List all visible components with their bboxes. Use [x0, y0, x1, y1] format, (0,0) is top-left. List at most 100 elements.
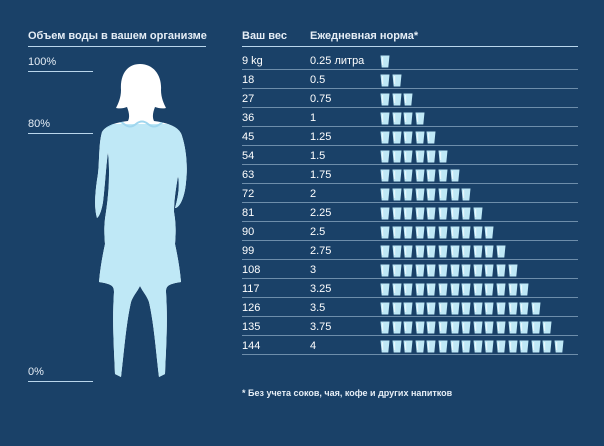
water-glass-icon	[403, 321, 413, 334]
water-glass-icon	[380, 302, 390, 315]
table-row: 45 1.25	[242, 128, 578, 146]
norm-value: 3.75	[310, 321, 332, 333]
weight-column-header: Ваш вес	[242, 30, 287, 42]
table-row: 18 0.5	[242, 71, 578, 89]
level-100-label: 100%	[28, 56, 57, 68]
water-glass-icon	[450, 169, 460, 182]
water-glass-icon	[415, 150, 425, 163]
water-glass-icon	[415, 264, 425, 277]
water-glass-icon	[403, 264, 413, 277]
water-glass-icon	[403, 340, 413, 353]
water-glass-icon	[380, 131, 390, 144]
water-glass-icon	[403, 112, 413, 125]
water-glass-icon	[473, 226, 483, 239]
weight-value: 54	[242, 150, 255, 162]
water-glass-icon	[531, 321, 541, 334]
water-glass-icon	[450, 207, 460, 220]
water-glass-icon	[392, 340, 402, 353]
water-glass-icon	[426, 207, 436, 220]
water-glass-icon	[508, 321, 518, 334]
water-glass-icon	[508, 264, 518, 277]
water-glass-icon	[438, 321, 448, 334]
water-glass-icon	[426, 302, 436, 315]
weight-value: 108	[242, 264, 261, 276]
water-glass-icon	[415, 321, 425, 334]
table-row: 135 3.75	[242, 318, 578, 336]
weight-value: 144	[242, 340, 261, 352]
table-row: 54 1.5	[242, 147, 578, 165]
water-glass-icon	[461, 188, 471, 201]
water-glass-icon	[519, 321, 529, 334]
level-80-line	[28, 133, 93, 134]
water-glass-icon	[403, 169, 413, 182]
water-glass-icon	[392, 207, 402, 220]
water-glass-icon	[380, 55, 390, 68]
level-100-line	[28, 71, 93, 72]
water-glass-icon	[461, 207, 471, 220]
water-glass-icon	[438, 188, 448, 201]
norm-value: 3	[310, 264, 317, 276]
water-glass-icon	[450, 245, 460, 258]
water-glass-icon	[450, 226, 460, 239]
water-glass-icon	[438, 283, 448, 296]
water-glass-icon	[531, 302, 541, 315]
water-glass-icon	[392, 245, 402, 258]
water-glass-icon	[426, 283, 436, 296]
water-glass-icon	[392, 188, 402, 201]
water-glass-icon	[392, 264, 402, 277]
water-glass-icon	[380, 74, 390, 87]
norm-column-header: Ежедневная норма*	[310, 30, 419, 42]
water-glass-icon	[415, 169, 425, 182]
weight-value: 90	[242, 226, 255, 238]
water-glass-icon	[461, 283, 471, 296]
norm-value: 4	[310, 340, 317, 352]
table-row: 36 1	[242, 109, 578, 127]
norm-value: 0.25 литра	[310, 55, 365, 67]
water-glass-icon	[426, 131, 436, 144]
water-glass-icon	[403, 283, 413, 296]
water-glass-icon	[415, 226, 425, 239]
water-glass-icon	[438, 340, 448, 353]
water-glass-icon	[392, 131, 402, 144]
water-glass-icon	[426, 340, 436, 353]
water-glass-icon	[450, 321, 460, 334]
water-glass-icon	[380, 283, 390, 296]
water-glass-icon	[484, 226, 494, 239]
water-glass-icon	[484, 245, 494, 258]
water-glass-icon	[473, 302, 483, 315]
table-row: 72 2	[242, 185, 578, 203]
water-glass-icon	[426, 245, 436, 258]
water-glass-icon	[415, 340, 425, 353]
water-glass-icon	[542, 321, 552, 334]
footnote: * Без учета соков, чая, кофе и других на…	[242, 388, 453, 398]
water-glass-icon	[426, 226, 436, 239]
water-glass-icon	[403, 302, 413, 315]
water-glass-icon	[392, 283, 402, 296]
water-glass-icon	[426, 150, 436, 163]
water-volume-title: Объем воды в вашем организме	[28, 30, 207, 42]
water-glass-icon	[496, 302, 506, 315]
weight-value: 81	[242, 207, 255, 219]
water-glass-icon	[403, 150, 413, 163]
water-glass-icon	[450, 340, 460, 353]
header-underline	[242, 46, 578, 47]
weight-value: 126	[242, 302, 261, 314]
water-glass-icon	[380, 340, 390, 353]
water-glass-icon	[415, 112, 425, 125]
water-glass-icon	[438, 302, 448, 315]
water-glass-icon	[392, 74, 402, 87]
water-glass-icon	[461, 340, 471, 353]
table-row: 99 2.75	[242, 242, 578, 260]
weight-value: 18	[242, 74, 255, 86]
water-glass-icon	[531, 340, 541, 353]
water-glass-icon	[496, 264, 506, 277]
water-glass-icon	[519, 283, 529, 296]
water-glass-icon	[380, 188, 390, 201]
weight-value: 36	[242, 112, 255, 124]
water-glass-icon	[473, 321, 483, 334]
table-row: 126 3.5	[242, 299, 578, 317]
water-glass-icon	[473, 283, 483, 296]
water-glass-icon	[450, 264, 460, 277]
water-glass-icon	[450, 302, 460, 315]
water-glass-icon	[438, 245, 448, 258]
